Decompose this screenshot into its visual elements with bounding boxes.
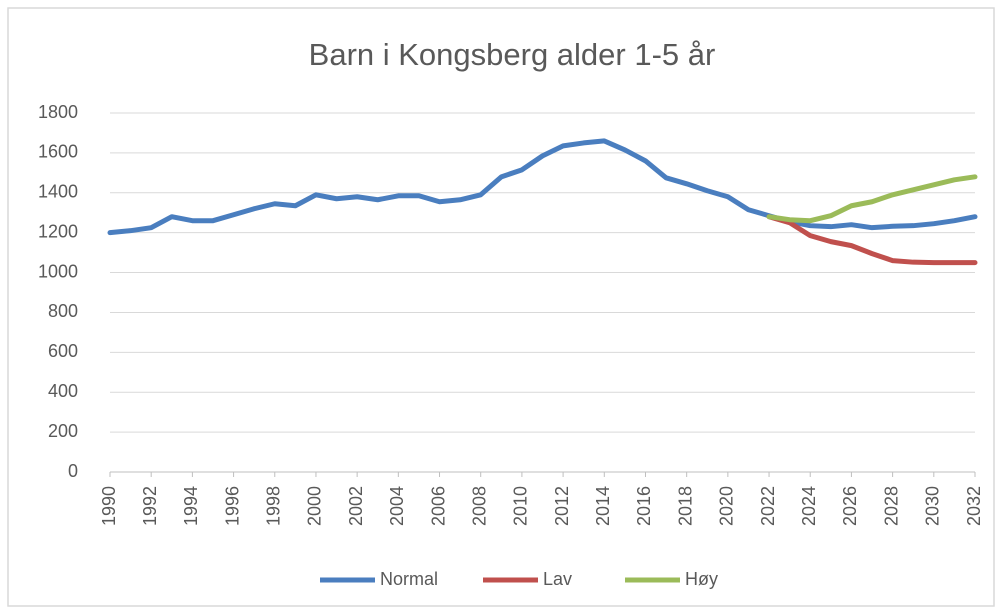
x-tick-label: 2010	[511, 486, 531, 526]
x-tick-label: 1992	[140, 486, 160, 526]
x-tick-label: 2028	[881, 486, 901, 526]
series-line	[766, 174, 978, 224]
y-tick-label: 1800	[38, 102, 78, 122]
y-tick-label: 200	[48, 421, 78, 441]
legend-label: Høy	[685, 569, 718, 589]
x-tick-label: 2014	[593, 486, 613, 526]
y-tick-label: 400	[48, 381, 78, 401]
y-tick-label: 1200	[38, 221, 78, 241]
legend-label: Lav	[543, 569, 572, 589]
x-tick-label: 2000	[305, 486, 325, 526]
x-tick-label: 1994	[181, 486, 201, 526]
y-tick-label: 0	[68, 461, 78, 481]
y-tick-label: 1400	[38, 182, 78, 202]
series-line	[107, 138, 978, 236]
x-tick-label: 2024	[799, 486, 819, 526]
x-tick-label: 2022	[758, 486, 778, 526]
series-line	[766, 214, 978, 266]
x-tick-label: 1998	[264, 486, 284, 526]
x-tick-label: 2026	[840, 486, 860, 526]
x-tick-label: 2002	[346, 486, 366, 526]
y-tick-label: 1600	[38, 142, 78, 162]
x-tick-label: 2030	[923, 486, 943, 526]
y-tick-label: 1000	[38, 261, 78, 281]
x-tick-label: 2016	[634, 486, 654, 526]
y-tick-label: 600	[48, 341, 78, 361]
x-tick-label: 2006	[428, 486, 448, 526]
y-tick-label: 800	[48, 301, 78, 321]
chart-frame	[7, 7, 995, 607]
legend-label: Normal	[380, 569, 438, 589]
x-tick-label: 2032	[964, 486, 984, 526]
x-tick-label: 2012	[552, 486, 572, 526]
x-tick-label: 2020	[717, 486, 737, 526]
x-tick-label: 1990	[99, 486, 119, 526]
x-tick-label: 2018	[675, 486, 695, 526]
chart-title: Barn i Kongsberg alder 1-5 år	[309, 37, 716, 72]
x-tick-label: 1996	[222, 486, 242, 526]
x-tick-label: 2008	[469, 486, 489, 526]
x-tick-label: 2004	[387, 486, 407, 526]
